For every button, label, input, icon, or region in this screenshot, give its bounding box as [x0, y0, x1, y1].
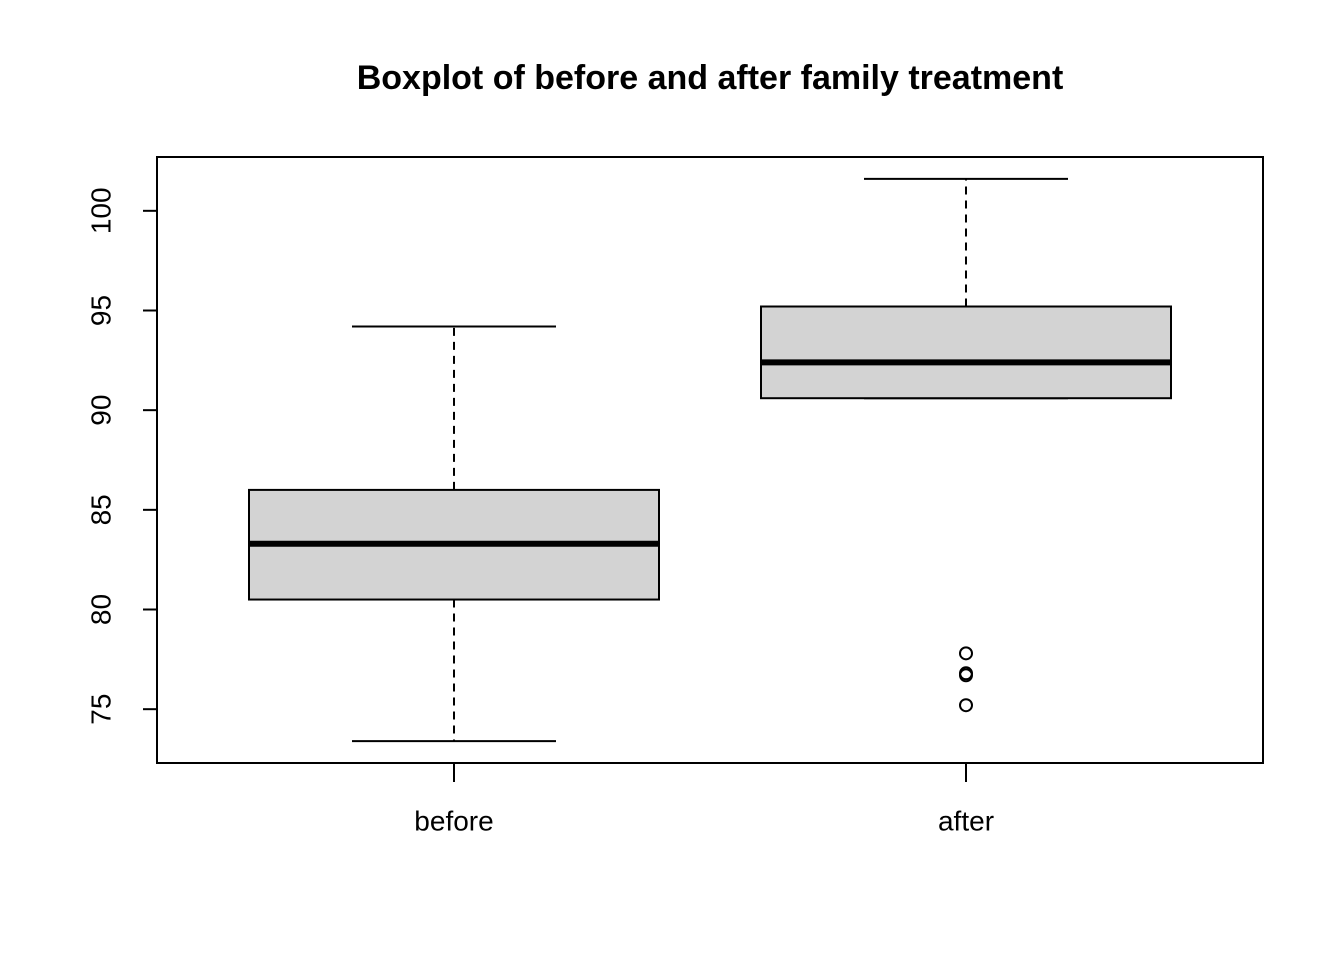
outlier: [959, 698, 973, 713]
y-tick-label: 90: [85, 395, 116, 426]
x-tick-label: before: [414, 805, 493, 836]
y-tick-label: 95: [85, 295, 116, 326]
y-tick-label: 85: [85, 494, 116, 525]
x-tick-label: after: [938, 805, 994, 836]
plot-frame: [156, 156, 1264, 764]
y-tick-label: 80: [85, 594, 116, 625]
outlier: [959, 646, 973, 661]
outlier: [959, 668, 973, 683]
box: [760, 305, 1172, 400]
chart-title: Boxplot of before and after family treat…: [357, 59, 1064, 97]
y-tick-label: 100: [85, 187, 116, 234]
y-tick-label: 75: [85, 694, 116, 725]
